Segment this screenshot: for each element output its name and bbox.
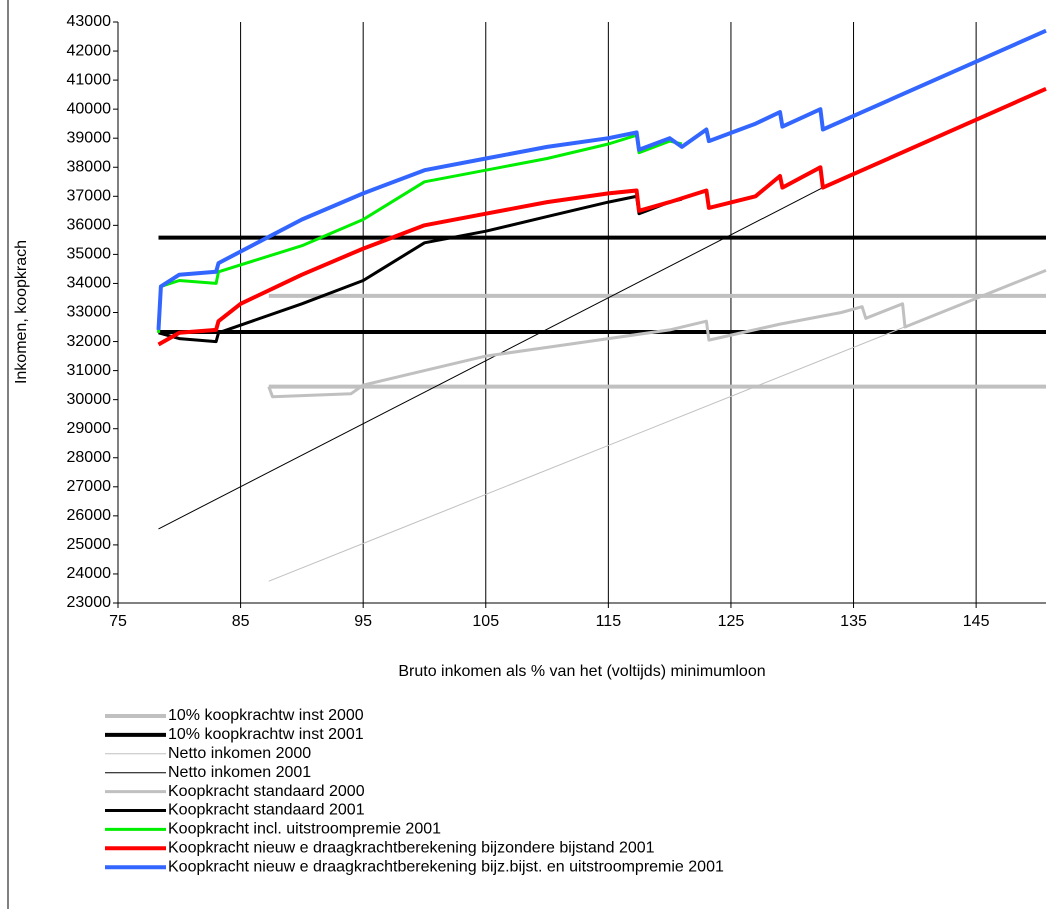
legend-label: Netto inkomen 2000 [168,745,311,762]
y-tick-label: 38000 [67,158,112,175]
y-axis-title: Inkomen, koopkrach [13,240,30,384]
y-tick-label: 36000 [67,217,112,234]
y-tick-label: 43000 [67,13,112,30]
x-tick-label: 105 [472,613,499,630]
y-tick-label: 24000 [67,565,112,582]
y-tick-label: 30000 [67,391,112,408]
y-tick-label: 40000 [67,100,112,117]
y-tick-label: 27000 [67,478,112,495]
y-tick-label: 35000 [67,246,112,263]
legend-label: Koopkracht incl. uitstroompremie 2001 [168,821,441,838]
y-tick-label: 25000 [67,536,112,553]
y-tick-label: 42000 [67,42,112,59]
y-tick-label: 29000 [67,420,112,437]
series-line [267,269,1047,399]
legend-label: 10% koopkrachtw inst 2001 [168,726,364,743]
x-tick-label: 125 [718,613,745,630]
y-tick-label: 39000 [67,129,112,146]
y-tick-label: 41000 [67,71,112,88]
y-tick-label: 28000 [67,449,112,466]
y-tick-label: 23000 [67,594,112,611]
x-tick-label: 115 [596,613,622,630]
x-tick-label: 95 [354,613,372,630]
series-line [158,187,824,530]
legend-label: Koopkracht nieuw e draagkrachtberekening… [168,840,655,857]
series-line [157,86,1047,347]
x-axis-title: Bruto inkomen als % van het (voltijds) m… [398,663,765,680]
legend-label: Koopkracht standaard 2001 [168,802,365,819]
y-tick-label: 37000 [67,188,112,205]
y-tick-label: 26000 [67,507,112,524]
y-tick-label: 32000 [67,333,112,350]
legend-label: Koopkracht nieuw e draagkrachtberekening… [168,858,724,875]
x-tick-label: 85 [232,613,250,630]
series-line [158,194,683,344]
series-line [158,235,1046,334]
x-tick-label: 75 [109,613,127,630]
legend-label: Koopkracht standaard 2000 [168,783,365,800]
y-tick-label: 34000 [67,275,112,292]
x-tick-label: 135 [840,613,867,630]
series-line [156,28,1047,331]
y-tick-label: 31000 [67,362,112,379]
x-tick-label: 145 [963,613,990,630]
series-line [157,133,683,333]
legend-label: 10% koopkrachtw inst 2000 [168,707,364,724]
series-line [268,293,1046,389]
y-tick-label: 33000 [67,304,112,321]
legend-label: Netto inkomen 2001 [168,764,311,781]
